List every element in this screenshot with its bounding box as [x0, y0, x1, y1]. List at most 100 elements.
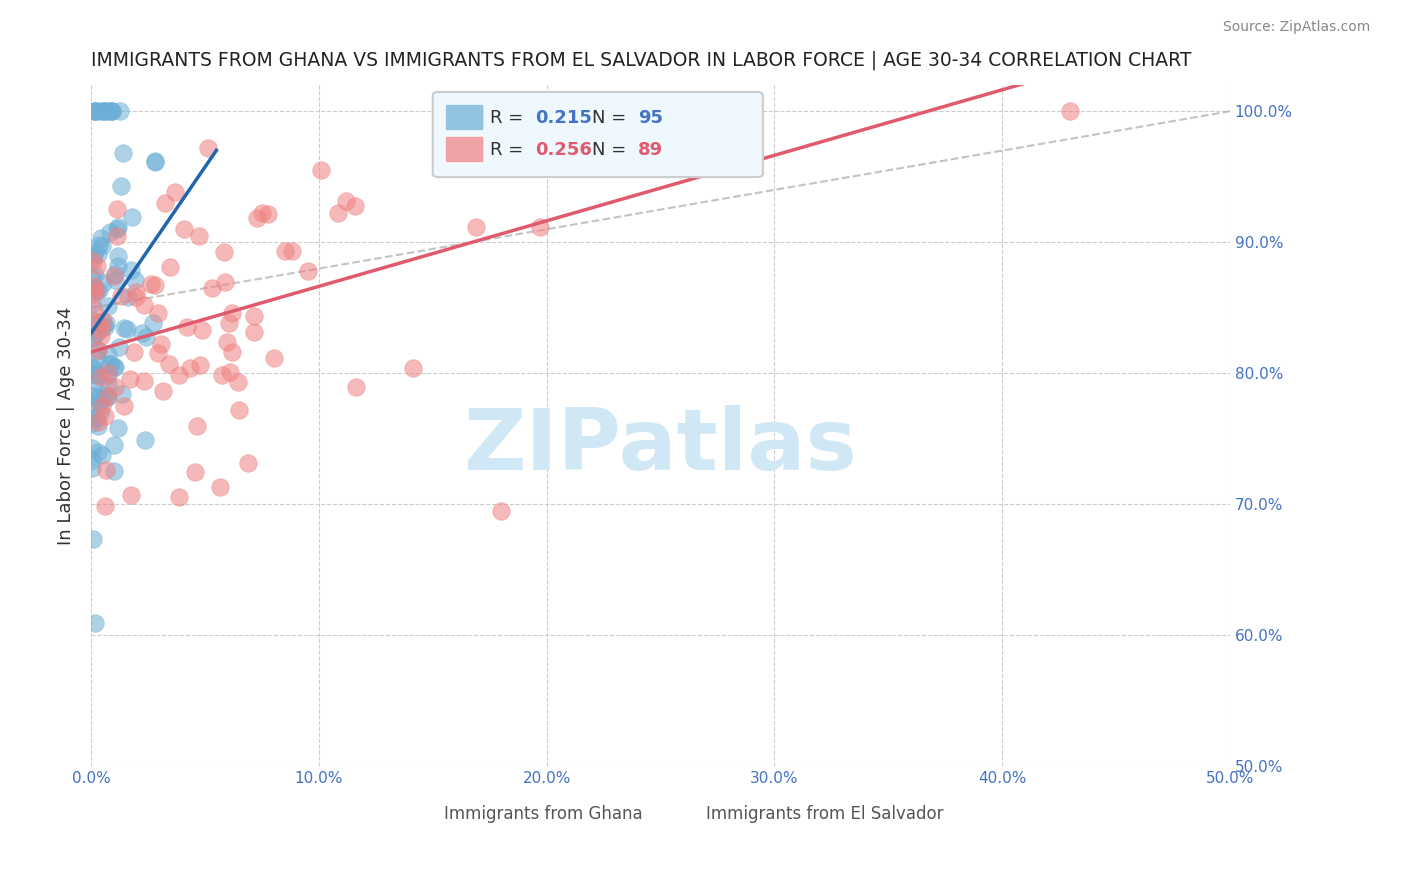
Point	[344, 198, 367, 212]
Point	[124, 345, 146, 359]
Point	[173, 221, 195, 235]
Point	[91, 238, 114, 252]
Point	[97, 390, 120, 404]
FancyBboxPatch shape	[402, 803, 434, 826]
Point	[134, 433, 156, 447]
Point	[97, 104, 120, 119]
Text: Immigrants from Ghana: Immigrants from Ghana	[444, 805, 643, 823]
Point	[87, 247, 110, 261]
Point	[117, 322, 139, 336]
Point	[83, 283, 105, 297]
Point	[100, 357, 122, 371]
Point	[105, 228, 128, 243]
Point	[146, 346, 169, 360]
Point	[97, 389, 120, 403]
Point	[297, 263, 319, 277]
Y-axis label: In Labor Force | Age 30-34: In Labor Force | Age 30-34	[58, 307, 75, 545]
Point	[93, 499, 115, 513]
Point	[503, 158, 526, 172]
Text: R =: R =	[489, 109, 529, 127]
Text: 95: 95	[638, 109, 662, 127]
Point	[152, 384, 174, 398]
Text: N =: N =	[592, 109, 633, 127]
Point	[118, 372, 141, 386]
Point	[93, 388, 115, 402]
Point	[101, 104, 124, 119]
Point	[89, 406, 111, 420]
Point	[83, 314, 105, 328]
Point	[82, 452, 104, 467]
Point	[82, 253, 104, 268]
Point	[94, 104, 117, 119]
Point	[83, 104, 105, 119]
Point	[465, 219, 488, 234]
Point	[83, 279, 105, 293]
Point	[94, 409, 117, 423]
Point	[83, 317, 105, 331]
Point	[86, 351, 108, 366]
Point	[263, 351, 285, 365]
Point	[468, 104, 491, 119]
Point	[87, 343, 110, 357]
Point	[87, 444, 110, 458]
Text: R =: R =	[489, 141, 529, 159]
Point	[103, 464, 125, 478]
Point	[96, 378, 118, 392]
Point	[311, 163, 333, 178]
Point	[344, 380, 367, 394]
Point	[107, 259, 129, 273]
Point	[108, 340, 131, 354]
Point	[82, 250, 104, 264]
Point	[82, 532, 104, 546]
Point	[163, 186, 186, 200]
Point	[243, 309, 266, 323]
Point	[110, 289, 132, 303]
Point	[120, 263, 142, 277]
Point	[120, 488, 142, 502]
FancyBboxPatch shape	[433, 92, 763, 178]
Point	[110, 179, 132, 194]
Point	[86, 284, 108, 298]
Point	[155, 195, 177, 210]
Point	[228, 403, 250, 417]
Point	[94, 104, 117, 119]
Point	[104, 267, 127, 281]
Text: Source: ZipAtlas.com: Source: ZipAtlas.com	[1223, 21, 1371, 34]
Point	[148, 305, 170, 319]
FancyBboxPatch shape	[446, 136, 484, 162]
Point	[83, 301, 105, 316]
Point	[112, 321, 135, 335]
Point	[86, 259, 108, 273]
Point	[215, 335, 238, 350]
Text: ZIPatlas: ZIPatlas	[464, 405, 858, 488]
Point	[143, 155, 166, 169]
Point	[188, 358, 211, 372]
Point	[141, 277, 163, 291]
Point	[221, 306, 243, 320]
Point	[167, 368, 190, 382]
Point	[83, 375, 105, 389]
Point	[243, 325, 266, 339]
Point	[176, 320, 198, 334]
Text: Immigrants from El Salvador: Immigrants from El Salvador	[706, 805, 943, 823]
Point	[112, 146, 135, 161]
Point	[200, 281, 222, 295]
Point	[108, 104, 131, 119]
Point	[84, 616, 107, 631]
Point	[82, 441, 104, 455]
Text: N =: N =	[592, 141, 633, 159]
Point	[112, 399, 135, 413]
Point	[94, 463, 117, 477]
Point	[221, 345, 243, 359]
Point	[529, 219, 551, 234]
Point	[83, 390, 105, 404]
Point	[82, 360, 104, 375]
Point	[82, 297, 104, 311]
Point	[125, 285, 148, 299]
Title: IMMIGRANTS FROM GHANA VS IMMIGRANTS FROM EL SALVADOR IN LABOR FORCE | AGE 30-34 : IMMIGRANTS FROM GHANA VS IMMIGRANTS FROM…	[91, 51, 1192, 70]
Point	[105, 221, 128, 235]
Point	[214, 244, 236, 259]
Point	[157, 358, 180, 372]
Point	[91, 314, 114, 328]
Point	[246, 211, 269, 226]
